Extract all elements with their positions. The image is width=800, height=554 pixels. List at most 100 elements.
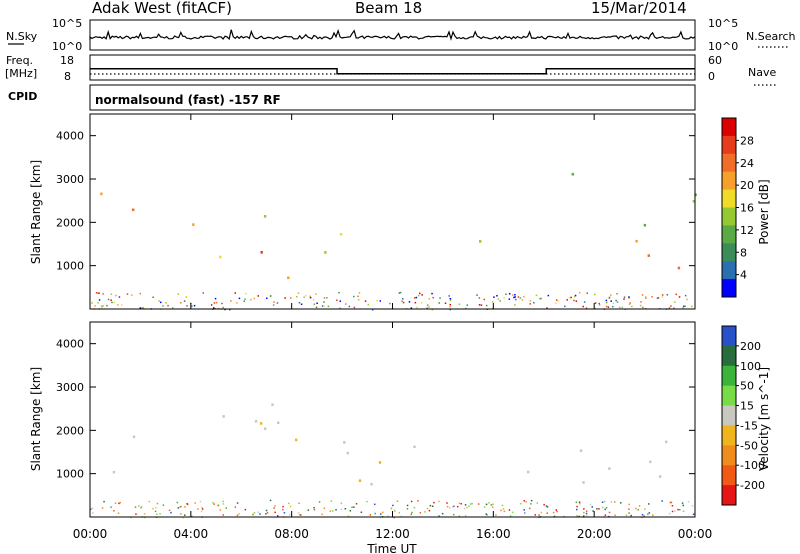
freq-trace bbox=[90, 68, 695, 75]
noise-cell bbox=[222, 500, 224, 503]
noise-cell bbox=[95, 292, 98, 294]
noise-cell bbox=[453, 505, 455, 508]
noise-cell bbox=[347, 515, 350, 518]
noise-cell bbox=[257, 295, 259, 297]
noise-cell bbox=[177, 507, 180, 509]
scatter-cell bbox=[343, 441, 346, 444]
noise-cell bbox=[684, 294, 687, 297]
colorbar-swatch bbox=[722, 279, 736, 298]
scatter-cell bbox=[254, 420, 258, 423]
noise-cell bbox=[508, 293, 511, 295]
noise-cell bbox=[214, 297, 217, 300]
noise-cell bbox=[367, 303, 370, 306]
noise-cell bbox=[644, 508, 646, 510]
noise-cell bbox=[162, 504, 165, 506]
noise-cell bbox=[141, 505, 143, 508]
noise-cell bbox=[674, 510, 676, 512]
colorbar-tick-label: 24 bbox=[740, 157, 754, 170]
noise-cell bbox=[509, 515, 512, 517]
noise-cell bbox=[630, 514, 632, 517]
noise-cell bbox=[583, 511, 585, 514]
noise-cell bbox=[201, 506, 203, 509]
noise-cell bbox=[257, 511, 259, 513]
noise-cell bbox=[449, 298, 452, 300]
noise-cell bbox=[177, 293, 179, 295]
noise-cell bbox=[366, 500, 368, 503]
scatter-cell bbox=[647, 254, 650, 257]
noise-cell bbox=[477, 503, 480, 505]
noise-cell bbox=[564, 305, 566, 308]
noise-cell bbox=[480, 304, 483, 306]
colorbar-swatch bbox=[722, 189, 736, 208]
scatter-cell bbox=[378, 461, 382, 464]
noise-cell bbox=[152, 507, 154, 510]
power-colorbar-label: Power [dB] bbox=[757, 179, 771, 244]
noise-cell bbox=[438, 302, 440, 304]
noise-cell bbox=[303, 296, 305, 298]
noise-cell bbox=[669, 501, 672, 504]
noise-cell bbox=[458, 303, 461, 305]
noise-cell bbox=[283, 512, 286, 514]
noise-cell bbox=[345, 303, 347, 305]
noise-cell bbox=[184, 514, 186, 516]
noise-cell bbox=[230, 300, 232, 302]
noise-cell bbox=[184, 506, 186, 508]
noise-cell bbox=[114, 502, 117, 504]
y-tick-label: 4000 bbox=[56, 130, 84, 143]
noise-cell bbox=[497, 298, 500, 300]
noise-cell bbox=[107, 298, 110, 301]
y-tick-label: 3000 bbox=[56, 381, 84, 394]
noise-cell bbox=[605, 507, 608, 509]
noise-cell bbox=[119, 501, 121, 504]
noise-cell bbox=[556, 510, 558, 513]
noise-cell bbox=[156, 502, 159, 505]
noise-cell bbox=[648, 512, 651, 514]
noise-cell bbox=[272, 304, 275, 306]
noise-cell bbox=[641, 294, 644, 296]
noise-cell bbox=[449, 308, 452, 311]
scatter-cell bbox=[649, 460, 652, 464]
noise-cell bbox=[160, 301, 162, 304]
noise-cell bbox=[616, 293, 618, 295]
noise-cell bbox=[583, 515, 585, 517]
noise-cell bbox=[433, 501, 435, 504]
noise-cell bbox=[523, 500, 525, 502]
noise-cell bbox=[200, 510, 203, 513]
noise-cell bbox=[332, 510, 334, 512]
cpid-label: CPID bbox=[8, 90, 37, 103]
noise-cell bbox=[491, 506, 494, 508]
power-ylabel: Slant Range [km] bbox=[29, 160, 43, 264]
noise-cell bbox=[326, 297, 328, 299]
scatter-cell bbox=[692, 200, 696, 203]
noise-cell bbox=[289, 513, 291, 516]
noise-cell bbox=[598, 304, 601, 306]
noise-cell bbox=[602, 506, 604, 509]
noise-cell bbox=[213, 307, 215, 309]
noise-cell bbox=[463, 507, 466, 510]
noise-cell bbox=[594, 293, 596, 296]
noise-cell bbox=[186, 503, 188, 505]
noise-cell bbox=[488, 502, 490, 504]
noise-cell bbox=[420, 302, 423, 304]
noise-cell bbox=[353, 506, 355, 508]
noise-cell bbox=[406, 508, 409, 510]
noise-cell bbox=[530, 499, 533, 502]
noise-cell bbox=[299, 513, 301, 516]
noise-cell bbox=[618, 306, 621, 309]
noise-cell bbox=[162, 305, 164, 307]
noise-cell bbox=[353, 306, 356, 309]
colorbar-tick-label: 20 bbox=[740, 179, 754, 192]
scatter-cell bbox=[100, 192, 103, 196]
noise-cell bbox=[583, 508, 585, 510]
scatter-cell bbox=[339, 233, 343, 236]
noise-cell bbox=[398, 512, 400, 514]
noise-cell bbox=[213, 302, 216, 304]
noise-cell bbox=[519, 297, 522, 299]
noise-cell bbox=[458, 502, 461, 504]
noise-cell bbox=[309, 296, 312, 299]
noise-cell bbox=[91, 507, 94, 509]
noise-cell bbox=[585, 510, 588, 512]
noise-cell bbox=[464, 514, 467, 517]
velocity-cells bbox=[90, 403, 695, 519]
